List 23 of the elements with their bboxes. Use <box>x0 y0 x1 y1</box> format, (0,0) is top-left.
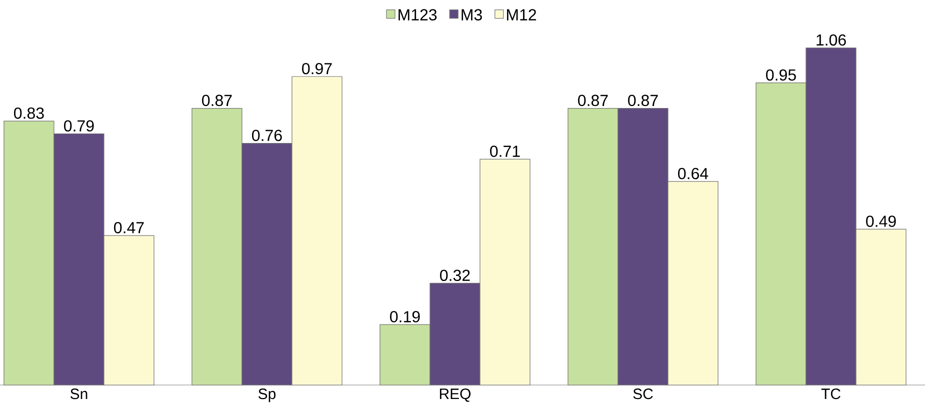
data-label: 0.64 <box>678 168 708 180</box>
data-label: 0.95 <box>766 69 796 81</box>
data-label: 0.87 <box>628 94 658 106</box>
data-label: 0.71 <box>490 146 520 157</box>
x-tick-label: Sp <box>258 388 276 402</box>
x-tick-label: TC <box>821 388 840 400</box>
legend-label: M12 <box>507 9 536 20</box>
data-label: 0.47 <box>114 222 144 234</box>
data-label: 0.97 <box>302 62 332 74</box>
data-label: 0.76 <box>252 130 282 142</box>
data-label: 0.79 <box>64 120 94 132</box>
legend-label: M3 <box>462 9 482 20</box>
x-tick-label: Sn <box>70 388 88 400</box>
data-label: 1.06 <box>816 34 846 46</box>
data-label: 0.87 <box>202 94 232 106</box>
data-label: 0.19 <box>390 311 420 322</box>
legend-label: M123 <box>398 9 437 20</box>
data-label: 0.83 <box>14 107 44 119</box>
data-label: 0.87 <box>578 94 608 106</box>
x-tick-label: SC <box>633 388 653 400</box>
data-label: 0.49 <box>866 216 896 227</box>
x-tick-label: REQ <box>440 388 471 402</box>
data-label: 0.32 <box>440 270 470 282</box>
